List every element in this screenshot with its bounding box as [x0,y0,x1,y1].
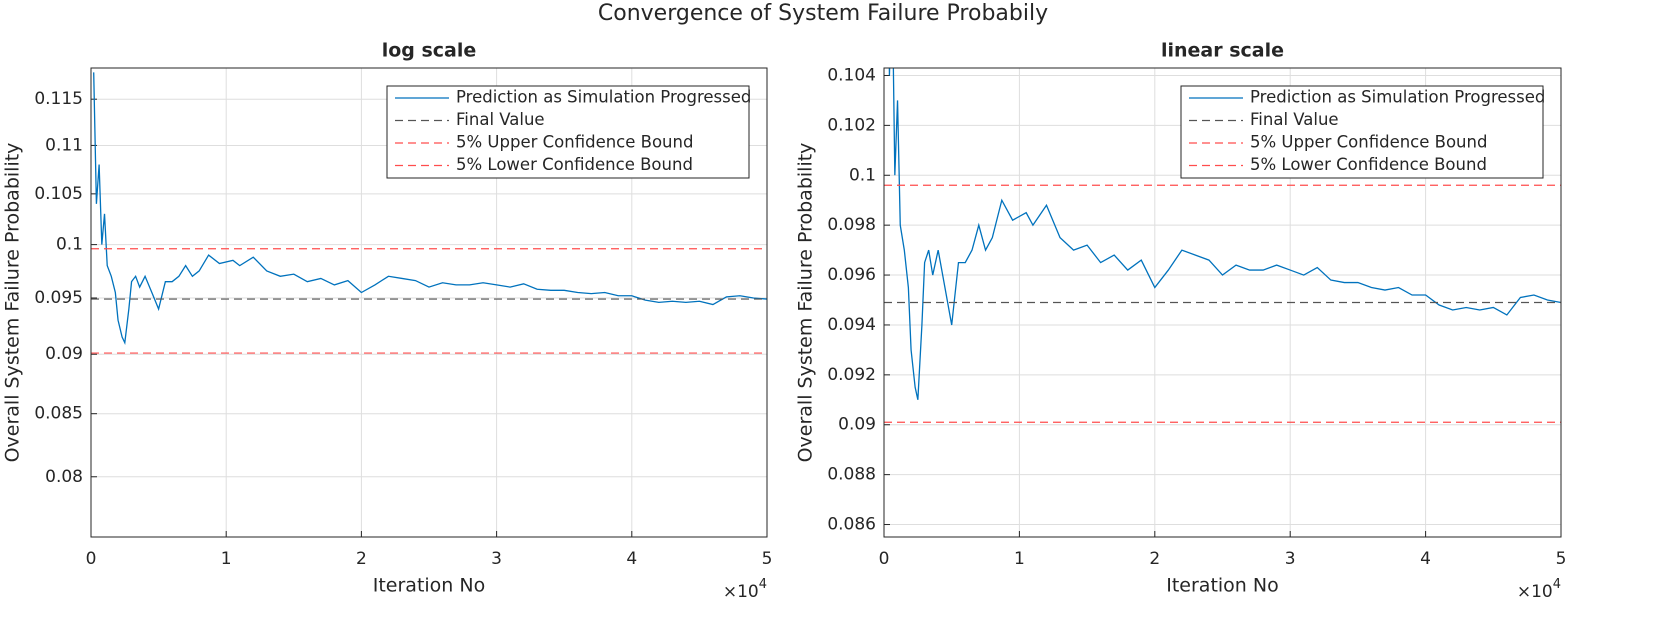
x-tick-label: 1 [1014,549,1025,569]
y-tick-label: 0.092 [827,365,876,385]
y-tick-label: 0.11 [45,135,83,155]
y-tick-label: 0.115 [34,89,83,109]
legend-box [386,85,750,179]
y-tick-label: 0.1 [56,235,83,255]
x-tick-label: 0 [879,549,890,569]
y-tick-label: 0.08 [45,467,83,487]
x-multiplier-base: ×10 [723,582,759,602]
y-tick-label: 0.096 [827,265,876,285]
x-tick-label: 5 [762,549,773,569]
legend-label: Prediction as Simulation Progressed [456,88,751,107]
x-tick-label: 2 [356,549,367,569]
x-tick-label: 3 [1285,549,1296,569]
x-tick-label: 0 [86,549,97,569]
legend-label: Final Value [1250,110,1339,129]
x-tick-label: 5 [1556,549,1567,569]
figure-title: Convergence of System Failure Probabily [598,1,1048,26]
axes-box [883,67,1562,538]
legend-label: Prediction as Simulation Progressed [1250,88,1545,107]
x-axis-label: Iteration No [1166,575,1278,597]
y-tick-label: 0.088 [827,465,876,485]
y-tick-label: 0.1 [849,165,876,185]
x-tick-label: 2 [1149,549,1160,569]
x-tick-label: 3 [491,549,502,569]
axes-box [90,67,768,538]
legend-label: Final Value [456,110,545,129]
x-multiplier-exponent: 4 [759,577,767,592]
x-tick-label: 1 [221,549,232,569]
x-multiplier: ×104 [723,577,767,603]
series-line [93,72,767,346]
y-tick-label: 0.09 [45,344,83,364]
x-multiplier: ×104 [1517,577,1561,603]
x-multiplier-base: ×10 [1517,582,1553,602]
y-axis-label: Overall System Failure Probability [2,143,24,463]
y-tick-label: 0.085 [34,404,83,424]
y-tick-label: 0.086 [827,515,876,535]
series-line [888,68,1561,400]
legend-label: 5% Upper Confidence Bound [1250,133,1487,152]
legend-label: 5% Lower Confidence Bound [1250,155,1487,174]
x-tick-label: 4 [1420,549,1431,569]
y-tick-label: 0.094 [827,315,876,335]
subplot-title: linear scale [1161,40,1284,62]
y-tick-label: 0.098 [827,215,876,235]
subplot: 0 1 2 3 4 5 0.086 0.088 0.09 0.092 0.094 0.096 0.098… [795,40,1567,603]
legend-label: 5% Lower Confidence Bound [456,155,693,174]
subplot-title: log scale [382,40,477,62]
x-axis-label: Iteration No [373,575,485,597]
y-tick-label: 0.095 [34,288,83,308]
y-axis-label: Overall System Failure Probability [795,143,817,463]
legend-label: 5% Upper Confidence Bound [456,133,693,152]
y-tick-label: 0.105 [34,184,83,204]
subplot: 0 1 2 3 4 5 0.08 0.085 0.09 0.095 0.1 0.105 0.11 0.11… [2,40,773,603]
legend-box [1180,85,1544,179]
x-tick-label: 4 [626,549,637,569]
y-tick-label: 0.104 [827,65,876,85]
x-multiplier-exponent: 4 [1553,577,1561,592]
y-tick-label: 0.09 [838,415,876,435]
y-tick-label: 0.102 [827,115,876,135]
